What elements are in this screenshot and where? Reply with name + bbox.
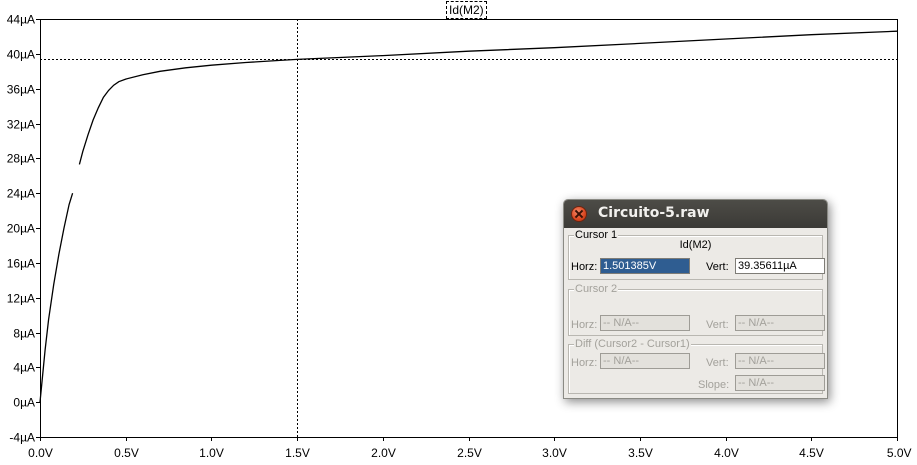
- x-tick-label: 1.0V: [199, 446, 224, 460]
- x-tick-label: 2.5V: [457, 446, 482, 460]
- cursor1-legend: Cursor 1: [574, 228, 619, 242]
- y-tick-label: 16µA: [7, 257, 35, 271]
- dialog-title: Circuito-5.raw: [598, 205, 710, 221]
- x-axis-ticks: 0.0V 0.5V 1.0V 1.5V 2.0V 2.5V 3.0V 3.5V 4.0V 4.5V…: [28, 437, 912, 460]
- y-tick-label: 0µA: [13, 396, 35, 410]
- y-tick-label: 20µA: [7, 222, 35, 236]
- trace-title[interactable]: Id(M2): [446, 1, 487, 19]
- y-tick-label: 8µA: [13, 327, 35, 341]
- cursor1-group: Cursor 1 Id(M2) Horz: Vert:: [568, 228, 825, 280]
- diff-vert-field[interactable]: [735, 353, 825, 369]
- x-tick-label: 1.5V: [285, 446, 310, 460]
- cursor2-horz-field[interactable]: [600, 315, 690, 331]
- plot-frame: [40, 19, 898, 438]
- cursor-dialog[interactable]: Circuito-5.raw Cursor 1 Id(M2) Horz: Ver…: [563, 199, 828, 399]
- x-tick-label: 5.0V: [887, 446, 912, 460]
- trace-id-m2: [78, 30, 898, 165]
- dialog-titlebar[interactable]: Circuito-5.raw: [564, 200, 827, 228]
- x-tick-label: 0.0V: [28, 446, 53, 460]
- diff-slope-label: Slope:: [698, 379, 730, 391]
- cursor2-group: Cursor 2 Horz: Vert:: [568, 282, 825, 336]
- cursor1-trace-name: Id(M2): [679, 239, 712, 251]
- x-tick-label: 4.5V: [799, 446, 824, 460]
- cursor1-horz-label: Horz:: [571, 261, 598, 273]
- diff-group: Diff (Cursor2 - Cursor1) Horz: Vert: Slo…: [568, 337, 825, 394]
- y-tick-label: 44µA: [7, 13, 35, 27]
- y-tick-label: 40µA: [7, 48, 35, 62]
- y-tick-label: 28µA: [7, 152, 35, 166]
- x-tick-label: 2.0V: [371, 446, 396, 460]
- cursor-group[interactable]: [40, 19, 897, 437]
- cursor1-vert-field[interactable]: [735, 258, 825, 274]
- y-tick-label: -4µA: [9, 431, 35, 445]
- y-tick-label: 36µA: [7, 83, 35, 97]
- x-tick-label: 3.0V: [542, 446, 567, 460]
- y-tick-label: 32µA: [7, 118, 35, 132]
- diff-legend: Diff (Cursor2 - Cursor1): [574, 337, 691, 351]
- cursor1-horz-field[interactable]: [600, 258, 690, 274]
- diff-vert-label: Vert:: [706, 357, 729, 369]
- x-tick-label: 4.0V: [714, 446, 739, 460]
- y-tick-label: 4µA: [13, 361, 35, 375]
- cursor2-legend: Cursor 2: [574, 282, 619, 296]
- cursor2-vert-field[interactable]: [735, 315, 825, 331]
- x-tick-label: 0.5V: [114, 446, 139, 460]
- y-tick-label: 12µA: [7, 292, 35, 306]
- trace-id-m2: [39, 193, 74, 403]
- diff-horz-label: Horz:: [571, 357, 598, 369]
- cursor1-vert-label: Vert:: [706, 261, 729, 273]
- diff-slope-field[interactable]: [735, 375, 825, 391]
- y-axis-ticks: -4µA 0µA 4µA 8µA 12µA 16µA 20µA 24µA 28µA 32µA 36µ…: [7, 13, 40, 445]
- close-icon[interactable]: [571, 206, 587, 222]
- trace-group: [39, 30, 898, 403]
- diff-horz-field[interactable]: [600, 353, 690, 369]
- x-tick-label: 3.5V: [628, 446, 653, 460]
- cursor2-horz-label: Horz:: [571, 319, 598, 331]
- cursor2-vert-label: Vert:: [706, 319, 729, 331]
- y-tick-label: 24µA: [7, 187, 35, 201]
